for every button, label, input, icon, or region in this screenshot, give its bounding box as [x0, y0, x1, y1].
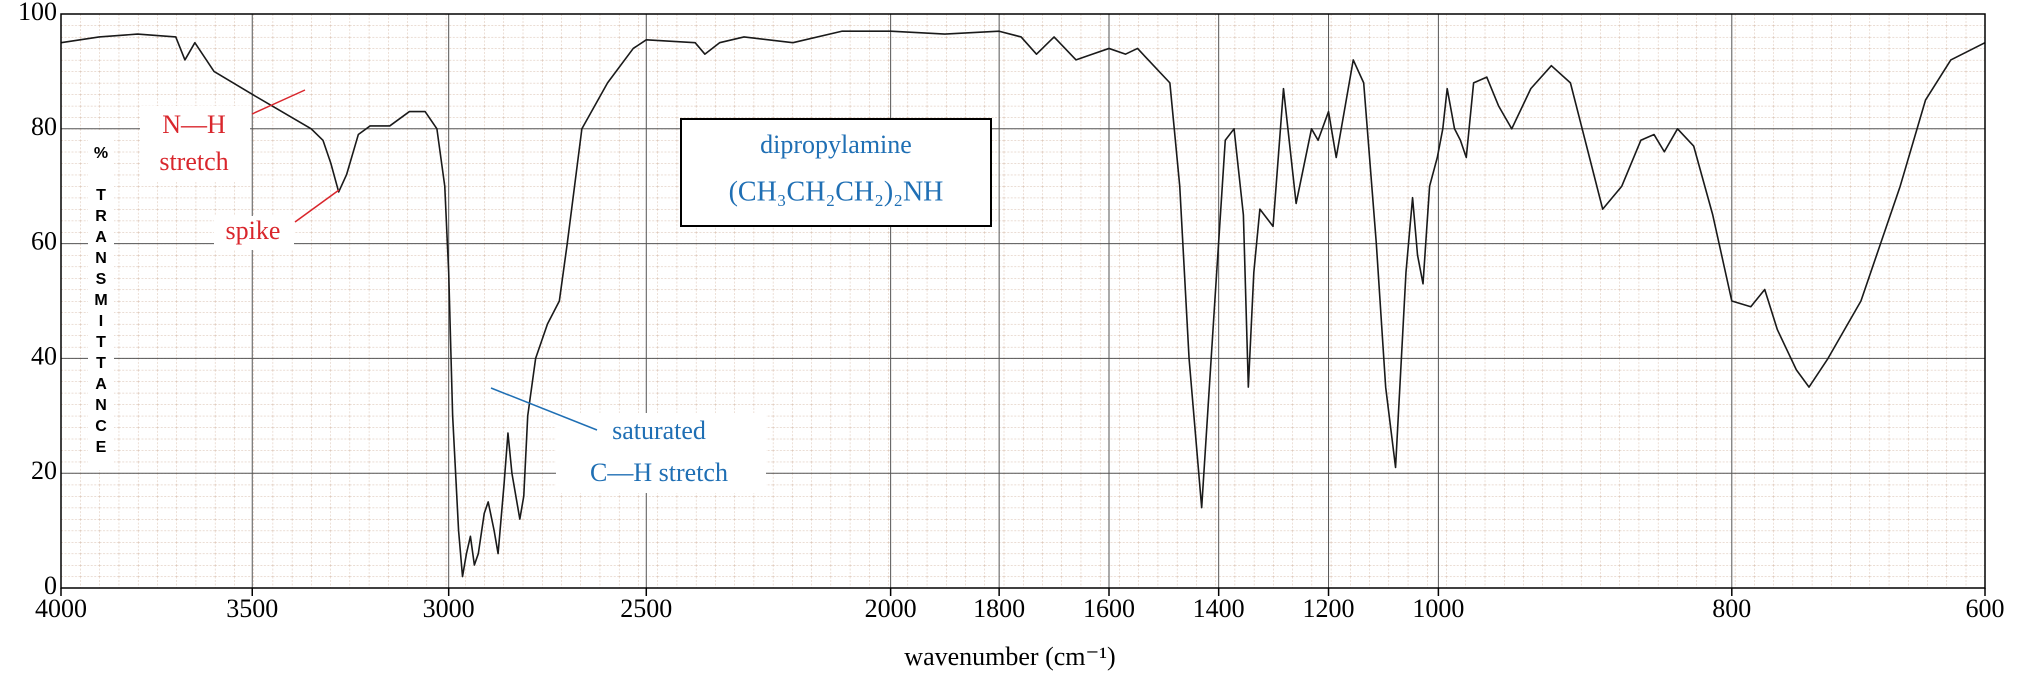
- x-tick-label: 4000: [35, 594, 87, 623]
- y-tick-label: 20: [31, 456, 57, 485]
- x-tick-label: 1400: [1193, 594, 1245, 623]
- y-tick-label: 60: [31, 227, 57, 256]
- annotation-line: [251, 89, 306, 115]
- x-tick-label: 3500: [226, 594, 278, 623]
- x-tick-label: 1600: [1083, 594, 1135, 623]
- annotation-bg: [556, 413, 766, 493]
- plot-frame: [60, 13, 1986, 589]
- y-tick-label: 0: [44, 571, 57, 600]
- annotation-bg: [140, 106, 250, 182]
- plot: [60, 30, 1986, 578]
- annotation-bg: [214, 216, 294, 250]
- annotation: N—H: [162, 110, 226, 139]
- y-label-bg: [88, 130, 114, 470]
- annotation-line: [294, 189, 340, 223]
- y-axis-label: % TRANSMITTANCE: [93, 145, 110, 460]
- annotation: stretch: [159, 147, 228, 176]
- annotation: spike: [226, 216, 281, 245]
- annotation: saturated: [612, 416, 706, 445]
- chart-subtitle: (CH₃CH₂CH₂)₂NH: [729, 176, 944, 207]
- x-tick-label: 2500: [620, 594, 672, 623]
- x-tick-label: 1000: [1412, 594, 1464, 623]
- annotation-line: [490, 387, 598, 431]
- x-tick-label: 2000: [865, 594, 917, 623]
- x-tick-label: 1800: [973, 594, 1025, 623]
- y-tick-label: 40: [31, 341, 57, 370]
- spectrum-line: [60, 30, 1986, 578]
- minor-grid: [61, 14, 1985, 588]
- y-tick-label: 100: [18, 0, 57, 26]
- x-tick-label: 1200: [1303, 594, 1355, 623]
- x-tick-label: 800: [1712, 594, 1751, 623]
- x-tick-label: 3000: [423, 594, 475, 623]
- title-box: [680, 118, 992, 227]
- x-tick-label: 600: [1966, 594, 2005, 623]
- annotation: C—H stretch: [590, 458, 728, 487]
- x-axis-label: wavenumber (cm⁻¹): [904, 642, 1115, 671]
- chart-title: dipropylamine: [760, 130, 912, 159]
- y-tick-label: 80: [31, 112, 57, 141]
